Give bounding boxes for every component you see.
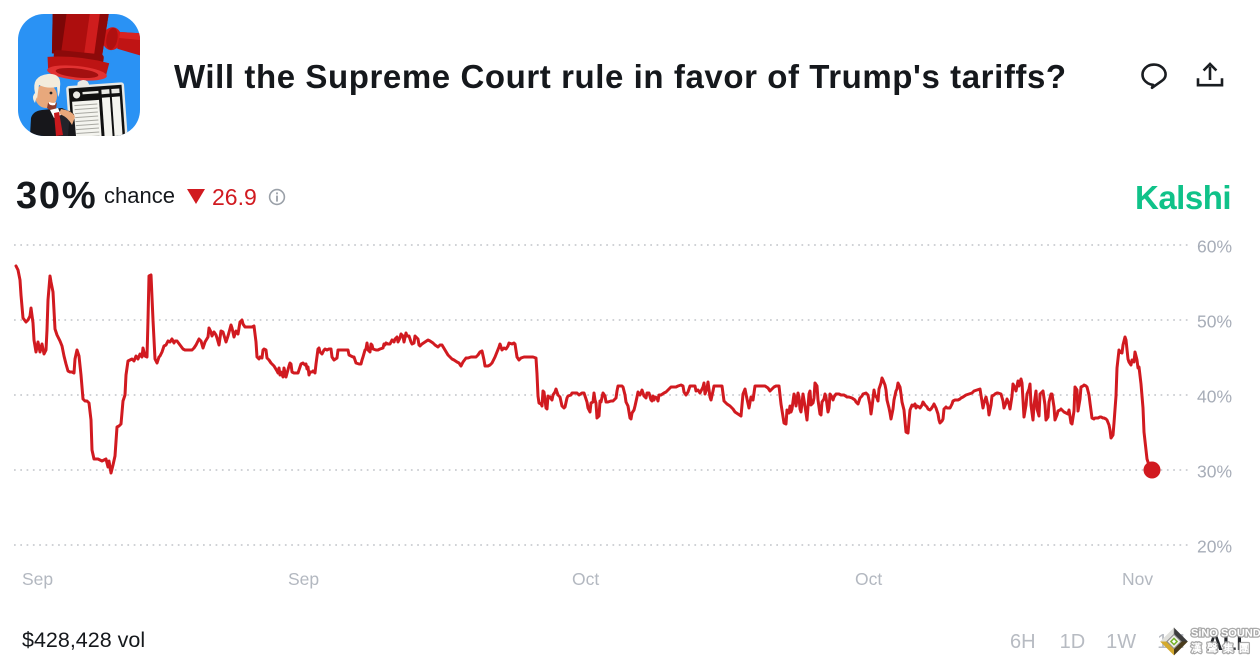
svg-text:漢聲集團: 漢聲集團 — [1191, 642, 1255, 655]
svg-text:Nov: Nov — [1122, 569, 1153, 589]
svg-text:50%: 50% — [1197, 312, 1232, 332]
svg-text:SiNO SOUND: SiNO SOUND — [1191, 628, 1260, 640]
svg-text:SiNO SOUND: SiNO SOUND — [1191, 628, 1260, 640]
svg-text:Sep: Sep — [288, 569, 319, 589]
svg-text:漢聲集團: 漢聲集團 — [1191, 642, 1255, 655]
svg-text:Sep: Sep — [22, 569, 53, 589]
svg-text:20%: 20% — [1197, 537, 1232, 557]
svg-text:Oct: Oct — [572, 569, 599, 589]
svg-text:30%: 30% — [1197, 462, 1232, 482]
svg-text:Oct: Oct — [855, 569, 882, 589]
svg-text:60%: 60% — [1197, 237, 1232, 257]
svg-text:40%: 40% — [1197, 387, 1232, 407]
